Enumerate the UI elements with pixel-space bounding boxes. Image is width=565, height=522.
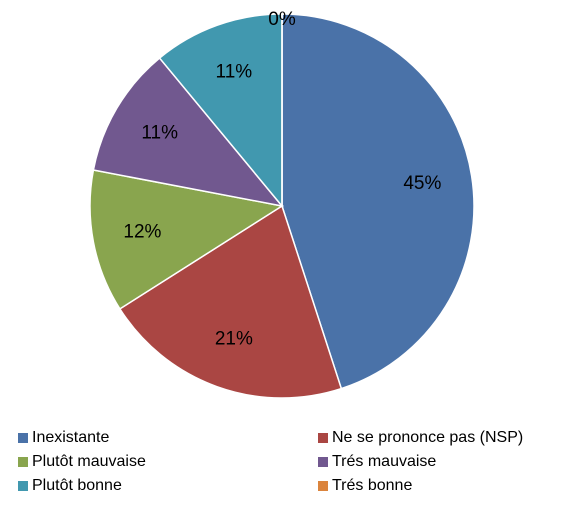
data-label: 45%: [403, 173, 441, 194]
legend-swatch: [18, 433, 28, 443]
legend-label: Inexistante: [32, 429, 109, 446]
pie-slice: [118, 204, 343, 399]
data-label: 21%: [215, 329, 253, 350]
legend-label: Trés mauvaise: [332, 453, 436, 470]
legend-swatch: [18, 481, 28, 491]
legend-label: Ne se prononce pas (NSP): [332, 429, 523, 446]
data-label: 11%: [216, 61, 253, 82]
data-label: 11%: [141, 123, 178, 144]
data-label: 12%: [123, 222, 161, 243]
legend-swatch: [18, 457, 28, 467]
legend-label: Plutôt mauvaise: [32, 453, 146, 470]
pie-slice: [92, 57, 284, 208]
legend-swatch: [318, 457, 328, 467]
legend-swatch: [318, 433, 328, 443]
data-label: 0%: [268, 9, 296, 30]
legend-label: Trés bonne: [332, 477, 412, 494]
pie-slice: [158, 13, 283, 209]
pie-slice: [89, 169, 285, 310]
legend-label: Plutôt bonne: [32, 477, 122, 494]
legend-swatch: [318, 481, 328, 491]
pie-slice: [281, 13, 475, 390]
